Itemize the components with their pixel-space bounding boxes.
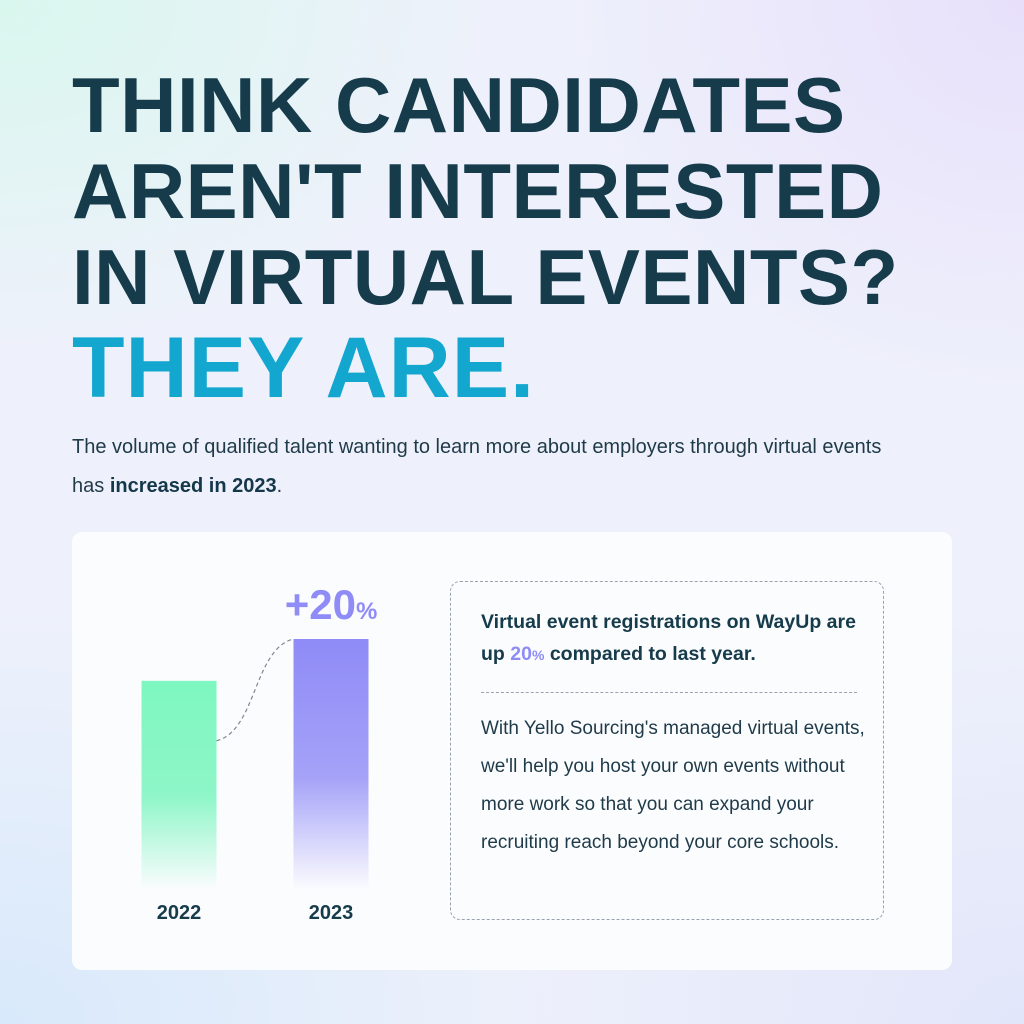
intro-emphasis: increased in 2023 [109,475,277,497]
info-box: Virtual event registrations on WayUp are… [450,581,884,920]
intro-paragraph: The volume of qualified talent wanting t… [72,428,892,506]
info-body: With Yello Sourcing's managed virtual ev… [481,718,865,853]
info-highlight-number: 20 [510,643,532,665]
growth-annotation: +20% [285,581,378,628]
bar-chart: 2022 2023 +20% [141,581,378,924]
headline-line-2: AREN'T INTERESTED [72,147,884,235]
growth-annotation-value: +20 [285,581,356,628]
info-title: Virtual event registrations on WayUp are… [481,606,871,671]
info-title-text-end: compared to last year. [544,643,756,665]
info-highlight-unit: % [531,647,545,663]
x-tick-label-2023: 2023 [309,902,354,924]
headline-line-1: THINK CANDIDATES [72,61,846,149]
info-title-highlight: 20% [510,643,544,665]
stats-card: 2022 2023 +20% Virtual event registrations… [72,532,952,970]
info-divider [481,692,857,693]
intro-text: The volume of qualified talent wanting t… [72,436,882,497]
headline-line-3: IN VIRTUAL EVENTS? [72,233,899,321]
growth-annotation-unit: % [356,598,377,625]
intro-text-end: . [276,475,283,497]
headline: THINK CANDIDATES AREN'T INTERESTED IN VI… [72,62,899,320]
bar-2023 [293,639,369,890]
bar-2022 [141,680,217,890]
growth-connector [216,638,294,742]
info-title-text: Virtual event registrations on WayUp are… [481,611,856,665]
x-tick-label-2022: 2022 [157,902,202,924]
headline-answer: THEY ARE. [72,320,535,416]
